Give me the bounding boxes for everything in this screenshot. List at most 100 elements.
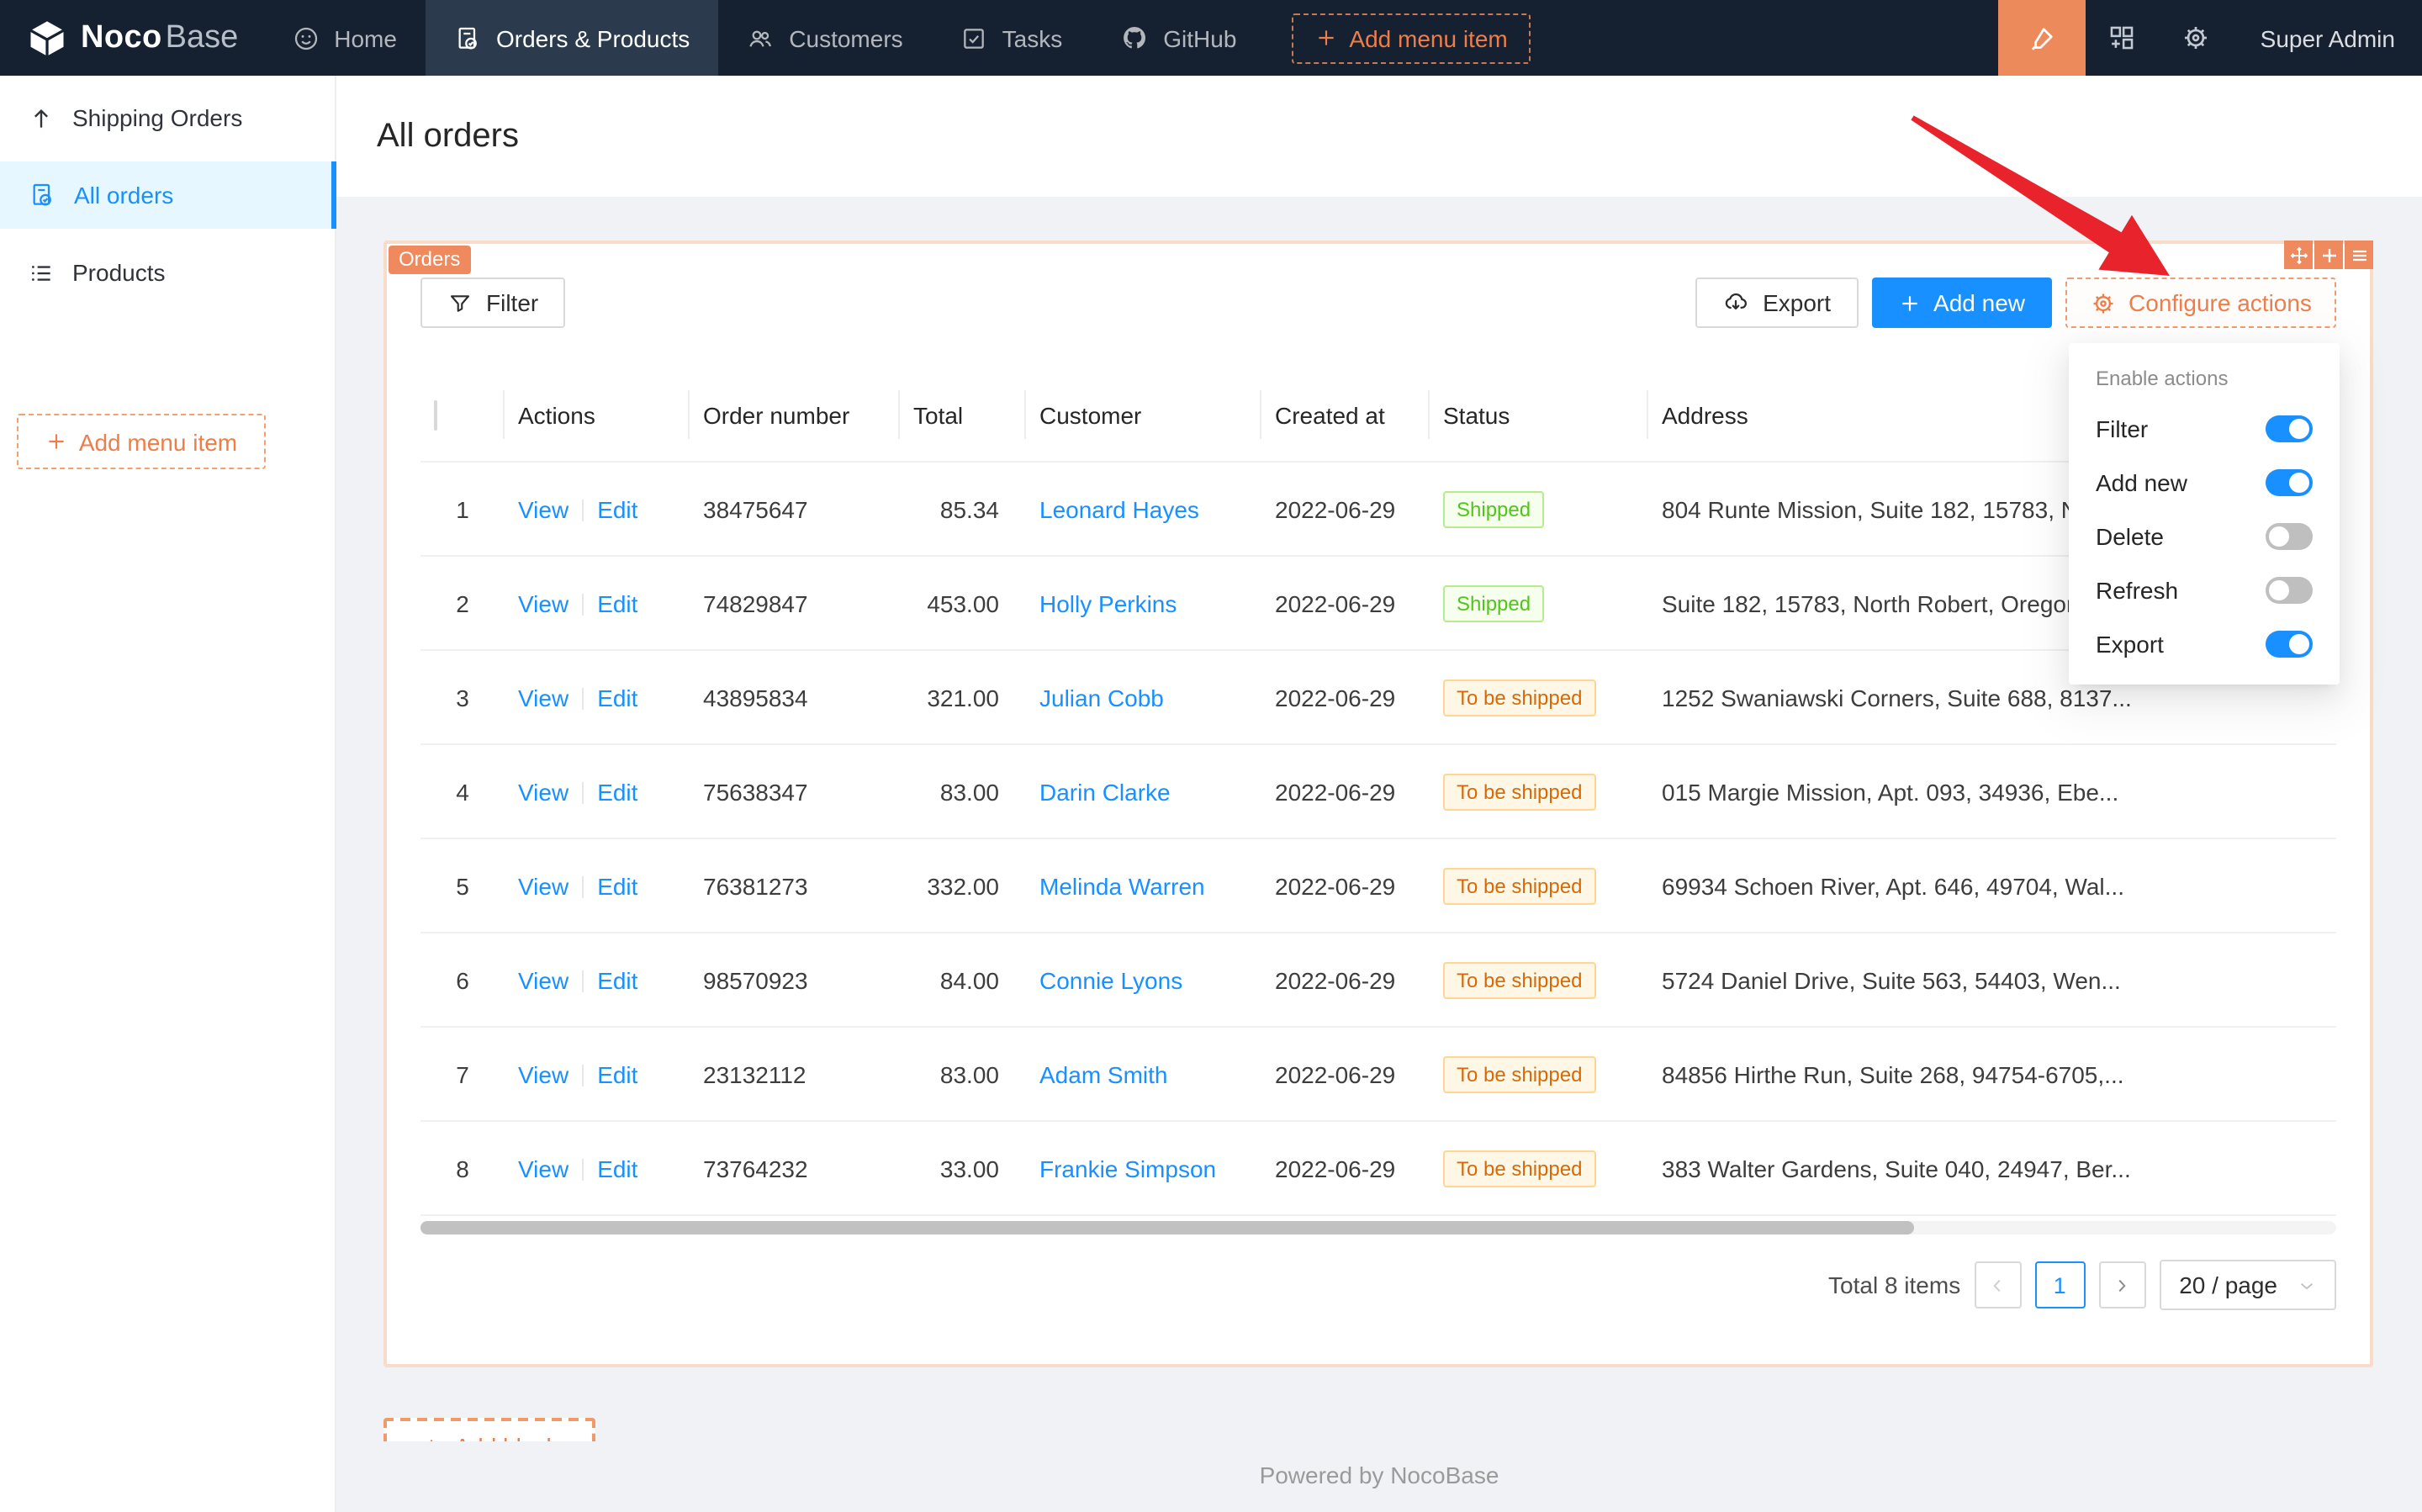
view-link[interactable]: View	[518, 684, 569, 711]
pagination-next-button[interactable]	[2098, 1261, 2146, 1308]
add-new-button[interactable]: Add new	[1871, 278, 2052, 328]
enable-action-add-new[interactable]: Add new	[2069, 456, 2340, 510]
pagination-page-1[interactable]: 1	[2034, 1261, 2086, 1308]
address-cell: 84856 Hirthe Run, Suite 268, 94754-6705,…	[1648, 1027, 2336, 1122]
page-size-value: 20 / page	[2179, 1271, 2277, 1298]
order-number-cell: 75638347	[690, 744, 900, 839]
team-icon	[747, 24, 774, 51]
tab-home[interactable]: Home	[263, 0, 426, 76]
filter-button[interactable]: Filter	[420, 278, 566, 328]
action-divider	[582, 1064, 584, 1086]
horizontal-scrollbar-thumb[interactable]	[420, 1221, 1915, 1234]
settings-button[interactable]	[2160, 0, 2234, 76]
edit-link[interactable]: Edit	[597, 966, 638, 993]
page-size-select[interactable]: 20 / page	[2159, 1260, 2336, 1310]
toggle-switch[interactable]	[2266, 631, 2313, 658]
toggle-switch[interactable]	[2266, 415, 2313, 442]
sidebar-item-shipping-orders[interactable]: Shipping Orders	[0, 84, 335, 151]
configure-actions-button[interactable]: Configure actions	[2065, 278, 2336, 328]
tab-orders-products[interactable]: Orders & Products	[425, 0, 719, 76]
view-link[interactable]: View	[518, 1060, 569, 1087]
tab-customers[interactable]: Customers	[718, 0, 931, 76]
sidebar-items: Shipping Orders All orders Products	[0, 84, 336, 306]
cube-logo-icon	[25, 16, 69, 60]
enable-action-filter[interactable]: Filter	[2069, 402, 2340, 456]
nocobase-logo[interactable]: Noco Base	[0, 0, 263, 76]
sidebar-add-menu-item-button[interactable]: Add menu item	[17, 414, 266, 469]
menu-item-label: Refresh	[2096, 577, 2179, 604]
toggle-switch[interactable]	[2266, 523, 2313, 550]
table-row: 5 View Edit 76381273 332.00 Melinda Warren 202…	[420, 838, 2336, 933]
filter-funnel-icon	[447, 290, 473, 315]
row-actions-cell: View Edit	[505, 556, 690, 651]
sidebar: Shipping Orders All orders Products Add me…	[0, 76, 336, 1512]
status-badge: To be shipped	[1443, 1150, 1596, 1187]
action-divider	[582, 1158, 584, 1180]
edit-link[interactable]: Edit	[597, 684, 638, 711]
created-at-cell: 2022-06-29	[1261, 1027, 1430, 1122]
customer-link[interactable]: Adam Smith	[1039, 1060, 1168, 1087]
status-badge: To be shipped	[1443, 679, 1596, 716]
customer-link[interactable]: Holly Perkins	[1039, 589, 1177, 616]
edit-link[interactable]: Edit	[597, 778, 638, 805]
action-divider	[582, 970, 584, 991]
horizontal-scrollbar	[420, 1221, 2336, 1234]
ui-editor-button[interactable]	[1997, 0, 2086, 76]
sidebar-item-products[interactable]: Products	[0, 239, 335, 306]
drag-handle[interactable]	[2284, 241, 2313, 269]
plugin-manager-button[interactable]	[2086, 0, 2160, 76]
view-link[interactable]: View	[518, 1155, 569, 1182]
total-cell: 83.00	[900, 744, 1026, 839]
edit-link[interactable]: Edit	[597, 495, 638, 522]
customer-link[interactable]: Leonard Hayes	[1039, 495, 1199, 522]
customer-link[interactable]: Melinda Warren	[1039, 872, 1205, 899]
table-row: 8 View Edit 73764232 33.00 Frankie Simpson 202…	[420, 1121, 2336, 1216]
nav-add-menu-item-button[interactable]: Add menu item	[1292, 13, 1531, 63]
current-user-menu[interactable]: Super Admin	[2234, 0, 2422, 76]
enable-action-refresh[interactable]: Refresh	[2069, 563, 2340, 617]
menu-item-label: Add new	[2096, 469, 2187, 496]
sidebar-item-all-orders[interactable]: All orders	[0, 161, 336, 229]
action-divider	[582, 781, 584, 803]
add-block-icon-button[interactable]	[2314, 241, 2343, 269]
export-button[interactable]: Export	[1695, 278, 1859, 328]
table-row: 3 View Edit 43895834 321.00 Julian Cobb 2022-0…	[420, 650, 2336, 745]
view-link[interactable]: View	[518, 872, 569, 899]
customer-cell: Adam Smith	[1026, 1027, 1261, 1122]
block-collection-tag: Orders	[389, 246, 471, 274]
nav-add-menu-item-label: Add menu item	[1349, 24, 1508, 51]
toggle-switch[interactable]	[2266, 469, 2313, 496]
block-menu-button[interactable]	[2345, 241, 2373, 269]
edit-link[interactable]: Edit	[597, 872, 638, 899]
customer-link[interactable]: Connie Lyons	[1039, 966, 1183, 993]
tab-tasks[interactable]: Tasks	[932, 0, 1092, 76]
enable-action-export[interactable]: Export	[2069, 617, 2340, 671]
tab-github[interactable]: GitHub	[1091, 0, 1265, 76]
logo-text-noco: Noco	[81, 19, 162, 55]
switch-knob	[2269, 580, 2289, 600]
switch-knob	[2289, 419, 2309, 439]
blocks-icon	[2108, 24, 2137, 52]
pagination-prev-button[interactable]	[1974, 1261, 2022, 1308]
edit-link[interactable]: Edit	[597, 589, 638, 616]
status-badge: To be shipped	[1443, 961, 1596, 998]
select-all-checkbox[interactable]	[434, 399, 437, 430]
customer-link[interactable]: Julian Cobb	[1039, 684, 1164, 711]
add-block-button[interactable]: Add block	[383, 1418, 595, 1441]
view-link[interactable]: View	[518, 495, 569, 522]
column-header-total: Total	[900, 368, 1026, 463]
view-link[interactable]: View	[518, 778, 569, 805]
row-index: 4	[420, 744, 505, 839]
table-header-row: Actions Order number Total Customer Created …	[420, 368, 2336, 463]
view-link[interactable]: View	[518, 589, 569, 616]
edit-link[interactable]: Edit	[597, 1155, 638, 1182]
customer-link[interactable]: Frankie Simpson	[1039, 1155, 1217, 1182]
view-link[interactable]: View	[518, 966, 569, 993]
edit-link[interactable]: Edit	[597, 1060, 638, 1087]
toggle-switch[interactable]	[2266, 577, 2313, 604]
customer-link[interactable]: Darin Clarke	[1039, 778, 1171, 805]
nav-tabs: Home Orders & Products Customers Tasks GitHu…	[263, 0, 1265, 76]
tab-label: Orders & Products	[495, 24, 690, 51]
enable-action-delete[interactable]: Delete	[2069, 510, 2340, 563]
order-number-cell: 74829847	[690, 556, 900, 651]
